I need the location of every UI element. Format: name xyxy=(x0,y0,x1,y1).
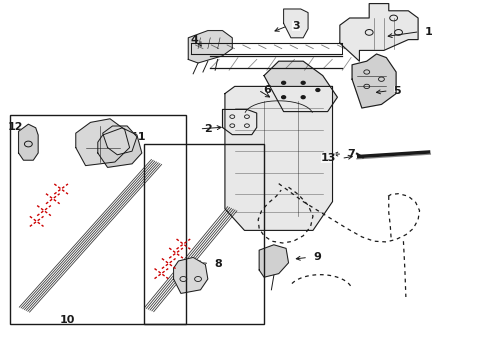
Text: 12: 12 xyxy=(8,122,23,132)
Polygon shape xyxy=(76,119,129,166)
Text: 9: 9 xyxy=(312,252,320,262)
Text: 6: 6 xyxy=(263,85,270,95)
Polygon shape xyxy=(283,9,307,38)
Polygon shape xyxy=(351,54,395,108)
Polygon shape xyxy=(102,126,137,155)
Circle shape xyxy=(281,96,285,99)
Text: 11: 11 xyxy=(131,132,146,142)
Text: 5: 5 xyxy=(393,86,401,96)
Circle shape xyxy=(301,81,305,84)
Polygon shape xyxy=(264,61,337,112)
Circle shape xyxy=(281,81,285,84)
Polygon shape xyxy=(173,257,207,293)
Circle shape xyxy=(315,89,319,91)
Text: 3: 3 xyxy=(292,21,300,31)
Text: 1: 1 xyxy=(424,27,431,37)
Text: 2: 2 xyxy=(204,124,212,134)
Text: 7: 7 xyxy=(346,149,354,159)
Text: 4: 4 xyxy=(190,35,198,45)
Bar xyxy=(144,144,264,324)
Text: 8: 8 xyxy=(214,258,222,269)
Text: 13: 13 xyxy=(321,153,336,163)
Polygon shape xyxy=(19,124,38,160)
Polygon shape xyxy=(188,31,232,63)
Polygon shape xyxy=(339,4,417,61)
Text: 10: 10 xyxy=(60,315,75,325)
Polygon shape xyxy=(222,109,256,135)
Circle shape xyxy=(301,96,305,99)
Polygon shape xyxy=(259,245,288,277)
Polygon shape xyxy=(98,128,142,167)
Polygon shape xyxy=(224,86,332,230)
Bar xyxy=(10,115,185,324)
